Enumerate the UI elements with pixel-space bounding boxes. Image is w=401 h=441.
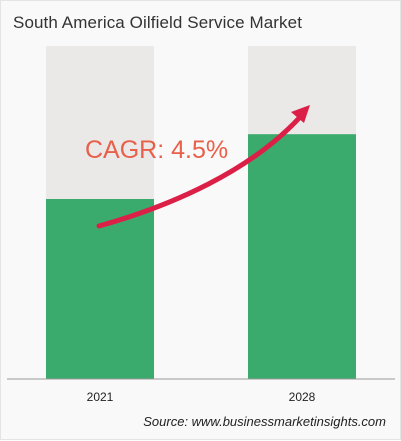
cagr-arrow-head	[291, 105, 310, 123]
cagr-label: CAGR: 4.5%	[85, 136, 229, 164]
chart-title: South America Oilfield Service Market	[13, 13, 303, 32]
cagr-arrow	[96, 113, 304, 229]
source-note: Source: www.businessmarketinsights.com	[143, 414, 386, 429]
x-tick-label: 2021	[86, 390, 114, 404]
bar-2028	[248, 134, 356, 379]
bar-2021	[46, 199, 154, 379]
x-tick-label: 2028	[288, 390, 316, 404]
